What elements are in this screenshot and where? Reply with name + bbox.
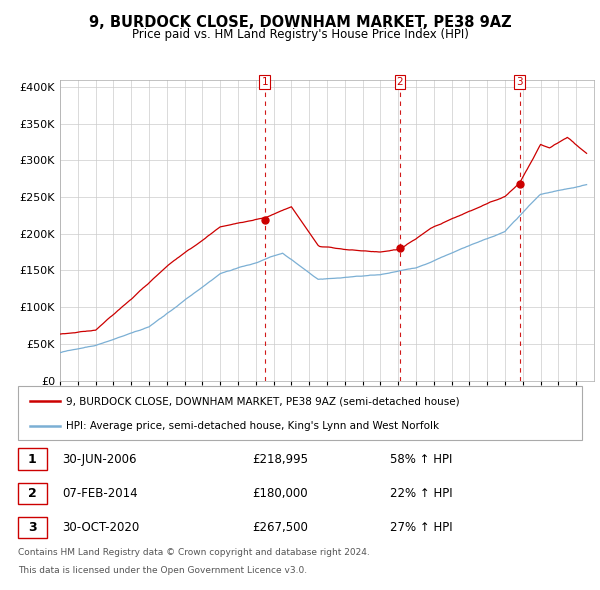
- Text: 22% ↑ HPI: 22% ↑ HPI: [390, 487, 452, 500]
- Text: 1: 1: [262, 77, 268, 87]
- Text: Price paid vs. HM Land Registry's House Price Index (HPI): Price paid vs. HM Land Registry's House …: [131, 28, 469, 41]
- Text: 9, BURDOCK CLOSE, DOWNHAM MARKET, PE38 9AZ (semi-detached house): 9, BURDOCK CLOSE, DOWNHAM MARKET, PE38 9…: [66, 396, 460, 407]
- Text: £267,500: £267,500: [252, 521, 308, 534]
- Text: 1: 1: [28, 453, 37, 466]
- Text: 58% ↑ HPI: 58% ↑ HPI: [390, 453, 452, 466]
- Text: 07-FEB-2014: 07-FEB-2014: [62, 487, 137, 500]
- Text: 2: 2: [28, 487, 37, 500]
- Text: This data is licensed under the Open Government Licence v3.0.: This data is licensed under the Open Gov…: [18, 566, 307, 575]
- Text: 30-JUN-2006: 30-JUN-2006: [62, 453, 136, 466]
- Text: £218,995: £218,995: [252, 453, 308, 466]
- Text: 3: 3: [28, 521, 37, 534]
- Text: 2: 2: [397, 77, 403, 87]
- Text: HPI: Average price, semi-detached house, King's Lynn and West Norfolk: HPI: Average price, semi-detached house,…: [66, 421, 439, 431]
- Text: 3: 3: [517, 77, 523, 87]
- Text: Contains HM Land Registry data © Crown copyright and database right 2024.: Contains HM Land Registry data © Crown c…: [18, 548, 370, 557]
- Text: £180,000: £180,000: [252, 487, 308, 500]
- Text: 30-OCT-2020: 30-OCT-2020: [62, 521, 139, 534]
- Text: 27% ↑ HPI: 27% ↑ HPI: [390, 521, 452, 534]
- Text: 9, BURDOCK CLOSE, DOWNHAM MARKET, PE38 9AZ: 9, BURDOCK CLOSE, DOWNHAM MARKET, PE38 9…: [89, 15, 511, 30]
